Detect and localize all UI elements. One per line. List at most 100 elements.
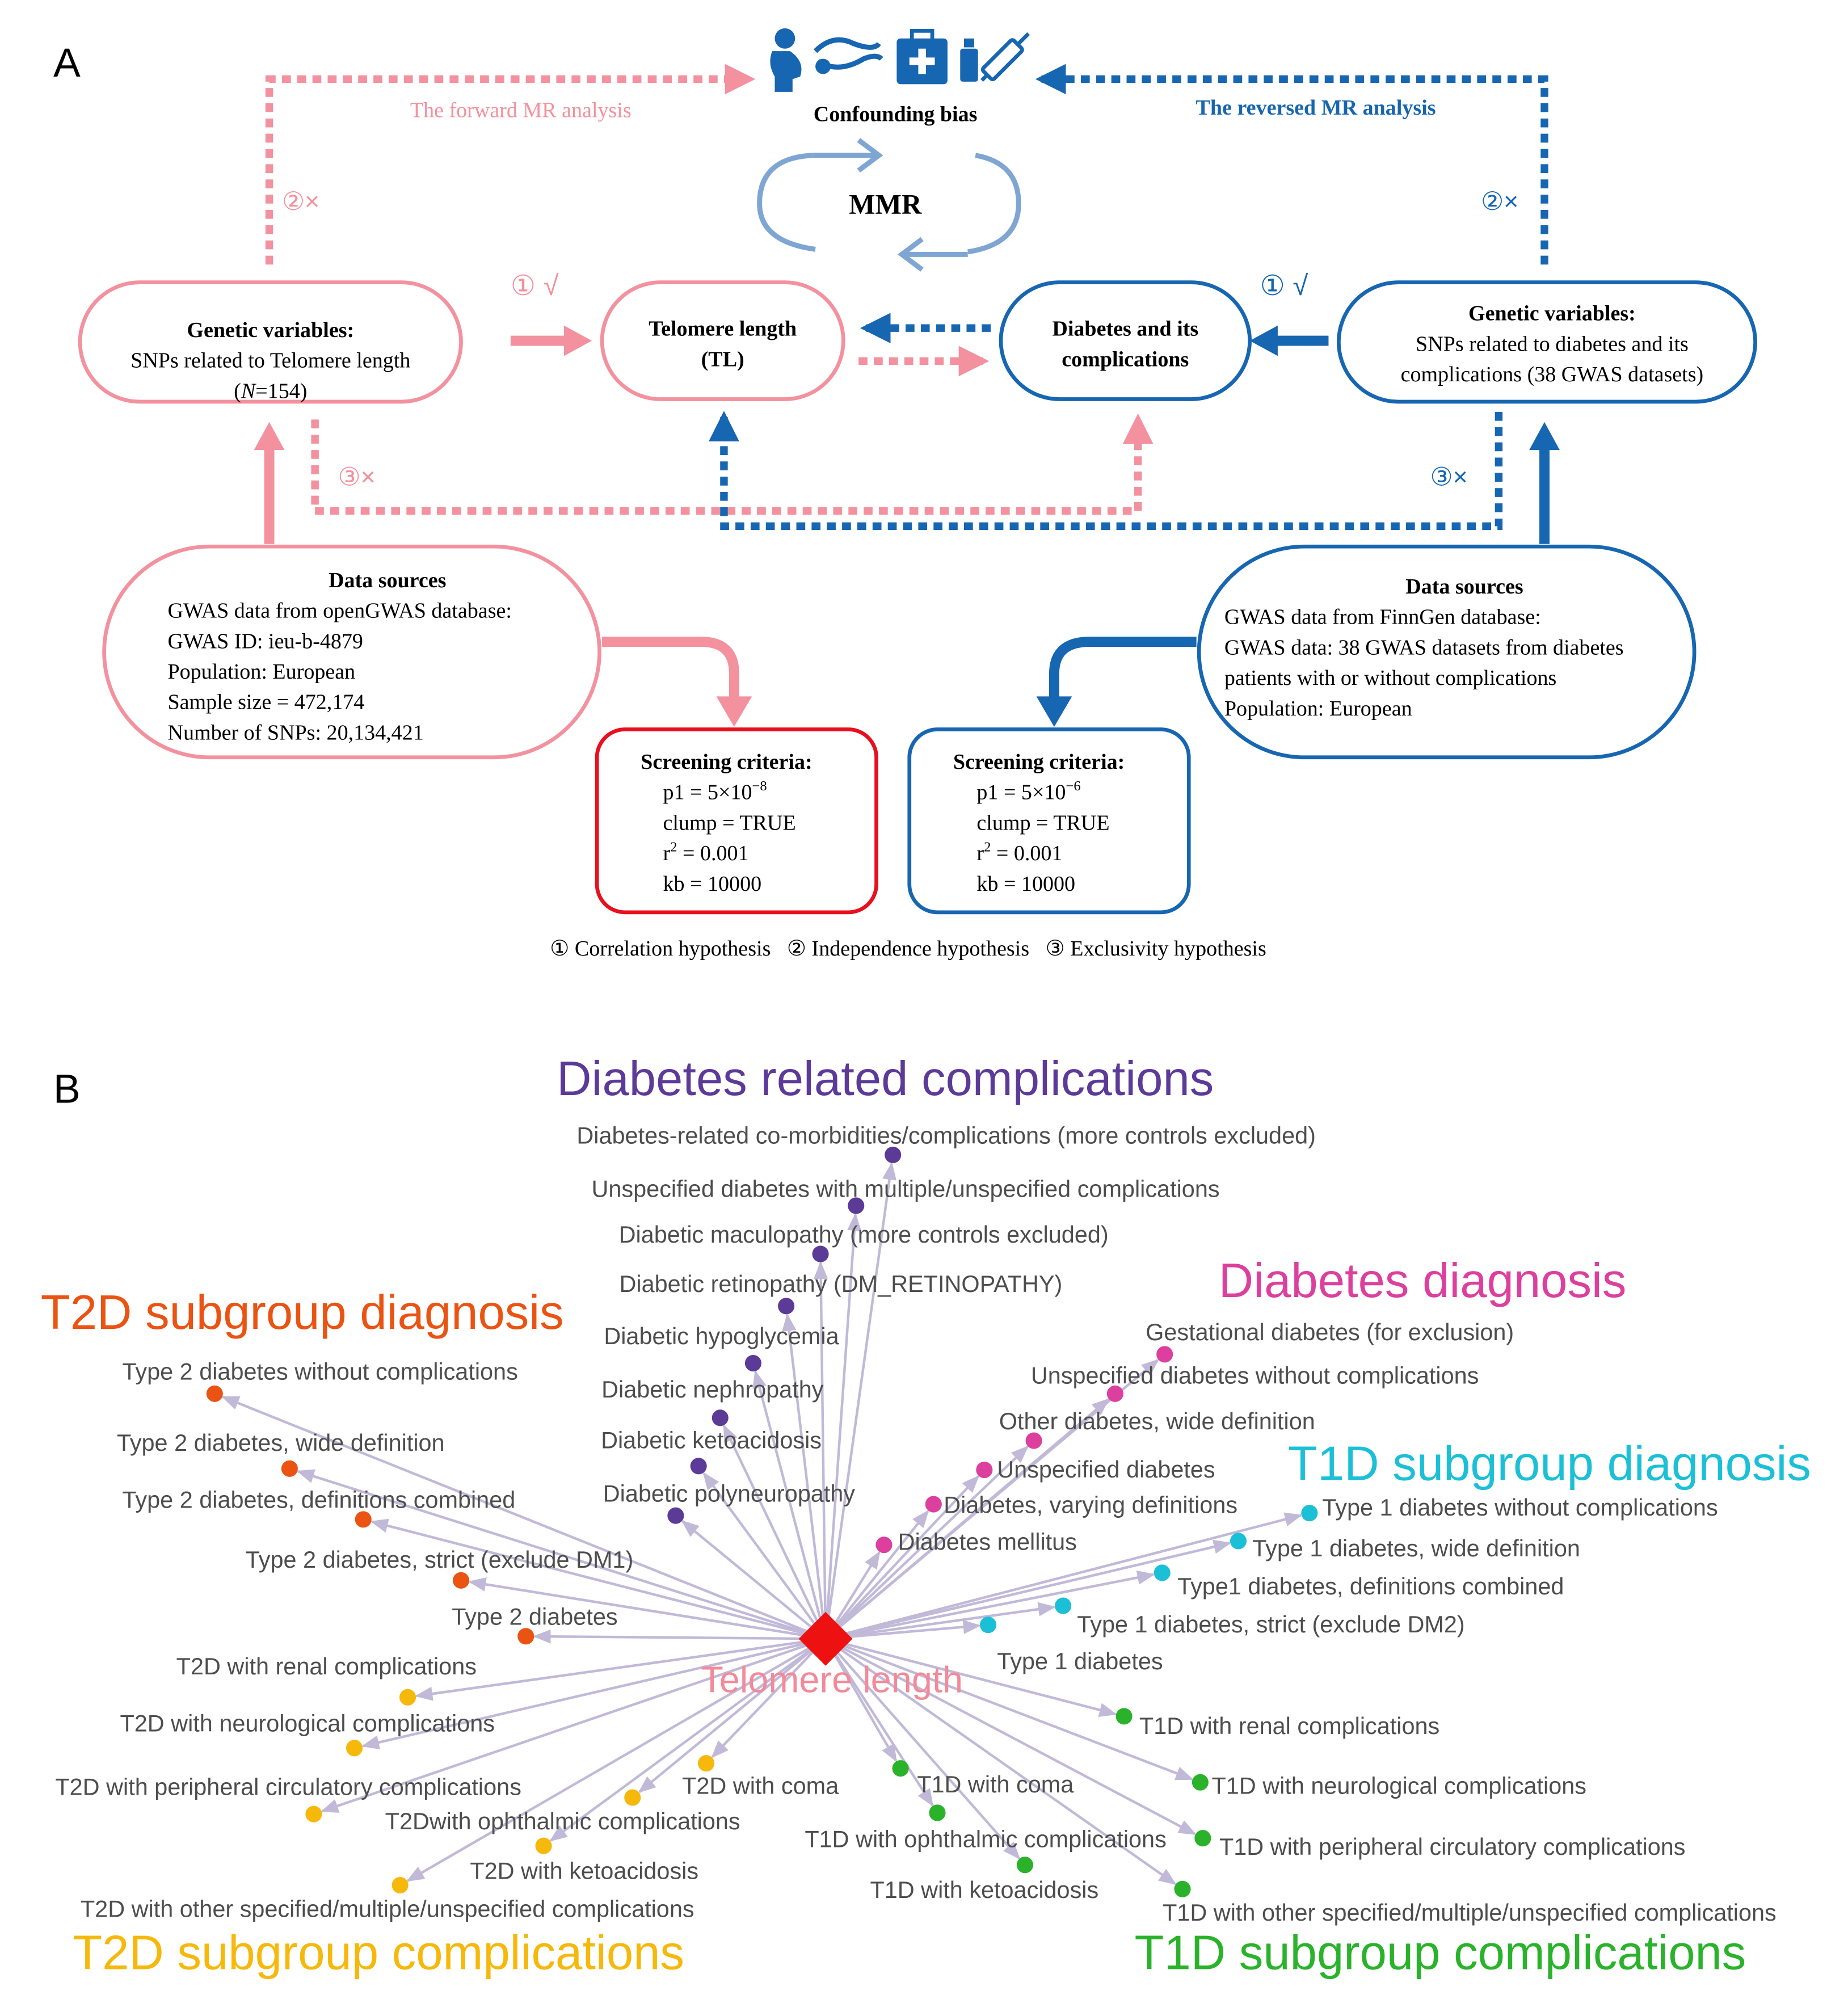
network-node [925,1496,942,1513]
gv-to-tl-arrowhead [563,325,592,356]
network-edge [782,1313,827,1639]
ds-to-sc-right-arrow [1049,637,1197,702]
network-node [355,1511,372,1528]
ds-left-line: Number of SNPs: 20,134,421 [167,721,423,744]
group-title-diagnosis: Diabetes diagnosis [1219,1254,1627,1308]
network-edge [752,1370,827,1639]
reversed-mr-label: The reversed MR analysis [1196,96,1436,120]
network-node [744,1354,761,1372]
network-node-label: Type 2 diabetes without complications [122,1359,517,1385]
network-edge [681,1520,827,1640]
ds-left-line: Sample size = 472,174 [167,691,364,714]
group-title-t1d-diagnosis: T1D subgroup diagnosis [1288,1437,1811,1491]
network-node-label: Diabetic retinopathy (DM_RETINOPATHY) [619,1271,1062,1297]
network-node-label: Type 1 diabetes, wide definition [1252,1535,1580,1561]
network-graph: Diabetes-related co-morbidities/complica… [55,1122,1776,1926]
network-edge [549,1638,827,1842]
network-node-label: Diabetic maculopathy (more controls excl… [619,1222,1109,1248]
network-edge [824,1475,980,1640]
network-node [778,1298,795,1315]
network-node [453,1572,470,1589]
gv-right-line2: complications (38 GWAS datasets) [1401,363,1704,386]
network-node-label: T2D with coma [682,1773,839,1799]
network-node [979,1617,997,1634]
network-node [346,1740,363,1757]
network-node [848,1197,865,1214]
network-edge [296,1469,826,1640]
mark-2-left: ②× [282,187,319,216]
panel-b-label: B [53,1067,81,1112]
network-node [929,1804,946,1821]
network-edge [414,1638,826,1701]
network-node-label: Type 1 diabetes without complications [1322,1495,1717,1521]
mark-1-left: ① √ [511,270,559,301]
network-node-label: Type 1 diabetes, strict (exclude DM2) [1077,1611,1465,1638]
network-node [305,1805,322,1822]
telomere-length-box [600,280,845,401]
network-node [1301,1505,1318,1522]
ds-right-line: patients with or without complications [1224,666,1556,690]
gv-left-title: Genetic variables: [187,318,354,342]
mark-1-right: ① √ [1260,270,1308,301]
network-node-label: Unspecified diabetes [997,1457,1215,1483]
network-edge [320,1638,826,1813]
network-node-label: Diabetes mellitus [898,1529,1077,1555]
network-node-label: Type 2 diabetes, strict (exclude DM1) [246,1547,634,1573]
network-node-label: Type 2 diabetes, definitions combined [122,1487,515,1513]
ds-to-sc-left-arrowhead [716,696,752,727]
telomere-length-node [798,1611,853,1666]
hypothesis-legend: ① Correlation hypothesis ② Independence … [550,937,1266,961]
network-node-label: T1D with ophthalmic complications [805,1826,1166,1852]
network-node-label: Diabetes-related co-morbidities/complica… [576,1122,1316,1148]
forward-mr-path [265,64,756,265]
network-node [1154,1564,1171,1581]
ds-left-line: GWAS ID: ieu-b-4879 [167,629,363,653]
ds-right-line: GWAS data: 38 GWAS datasets from diabete… [1224,635,1624,659]
network-node [624,1789,641,1806]
ds-to-gv-left-arrowhead [254,422,285,451]
network-node-label: T1D with other specified/multiple/unspec… [1163,1900,1777,1926]
network-node [1025,1432,1042,1449]
network-edge [722,1424,827,1640]
telomere-length-node-label: Telomere length [701,1659,963,1700]
sc-left-r2: r2 = 0.001 [663,839,748,865]
reversed-mr-path [1035,64,1548,265]
sc-right-r2: r2 = 0.001 [976,839,1062,865]
vaccine-syringe-icon [960,32,1030,82]
tl-line1: Telomere length [649,317,797,341]
network-node-label: T2D with other specified/multiple/unspec… [81,1896,694,1922]
network-node-label: Diabetic ketoacidosis [601,1428,822,1454]
ds-to-gv-right-arrowhead [1529,422,1560,451]
ds-right-title: Data sources [1405,575,1523,599]
network-node [392,1877,409,1894]
medical-kit-icon [896,29,948,85]
network-node [1230,1533,1247,1550]
sc-right-p1: p1 = 5×10−6 [976,778,1080,805]
network-node-label: Type 1 diabetes [997,1648,1163,1674]
mmr-cycle [757,138,1021,272]
ds-right-line: Population: European [1224,697,1412,721]
network-node-label: T2Dwith ophthalmic complications [385,1808,740,1834]
panel-a-label: A [53,40,81,86]
network-node [885,1146,902,1163]
pregnant-person-icon [770,28,802,92]
mark-2-right: ②× [1481,187,1518,216]
network-node [1156,1346,1173,1363]
genetic-variables-right-box [1337,280,1757,404]
network-node [1174,1880,1191,1897]
tl-line2: (TL) [701,347,744,371]
network-edge [702,1471,827,1640]
network-node [1194,1830,1211,1847]
network-node-label: Gestational diabetes (for exclusion) [1146,1319,1514,1345]
mark-3-right: ③× [1430,463,1468,491]
network-node [875,1537,893,1554]
network-node-label: Diabetes, varying definitions [944,1492,1237,1518]
sc-left-clump: clump = TRUE [663,811,795,835]
network-edge [711,1638,827,1758]
ds-right-line: GWAS data from FinnGen database: [1224,605,1541,629]
group-title-complications: Diabetes related complications [557,1052,1214,1106]
network-edge [824,1445,1029,1640]
network-edge [468,1577,826,1640]
network-node [517,1628,534,1645]
